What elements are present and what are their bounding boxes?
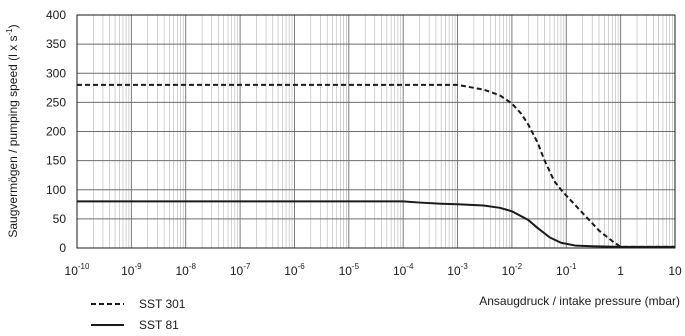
x-tick-label: 10-2 (502, 262, 523, 278)
y-tick-label: 100 (46, 183, 66, 197)
plot-frame (76, 14, 676, 249)
y-axis-label: Saugvermögen / pumping speed (l x s-1) (5, 24, 20, 237)
series-line-sst-81 (77, 200, 675, 248)
legend: SST 301 SST 81 (91, 297, 186, 332)
x-tick-label: 1 (617, 264, 624, 278)
series-line-sst-301 (77, 83, 675, 248)
y-tick-label: 50 (53, 212, 67, 226)
x-tick-label: 10-9 (121, 262, 142, 278)
y-tick-labels: 0 50 100 150 200 250 300 350 400 (46, 8, 66, 255)
y-tick-label: 0 (59, 241, 66, 255)
x-tick-label: 10-5 (339, 262, 360, 278)
x-tick-label: 10-8 (175, 262, 196, 278)
legend-label-sst-81: SST 81 (139, 318, 179, 332)
y-tick-label: 200 (46, 125, 66, 139)
y-tick-label: 350 (46, 37, 66, 51)
x-tick-label: 10-7 (230, 262, 251, 278)
x-tick-label: 10-4 (393, 262, 414, 278)
x-tick-label: 10-1 (556, 262, 577, 278)
x-tick-label: 10 (668, 264, 682, 278)
legend-label-sst-301: SST 301 (139, 297, 186, 311)
y-tick-label: 150 (46, 154, 66, 168)
y-tick-label: 400 (46, 8, 66, 22)
y-tick-label: 250 (46, 95, 66, 109)
grid-major (76, 14, 676, 249)
x-tick-labels: 10-10 10-9 10-8 10-7 10-6 10-5 10-4 10-3 10-2 10-… (65, 262, 682, 278)
y-tick-label: 300 (46, 66, 66, 80)
x-tick-label: 10-10 (65, 262, 90, 278)
x-tick-label: 10-3 (447, 262, 468, 278)
series-layer (77, 83, 675, 248)
x-axis-label: Ansaugdruck / intake pressure (mbar) (479, 294, 680, 308)
x-tick-label: 10-6 (284, 262, 305, 278)
